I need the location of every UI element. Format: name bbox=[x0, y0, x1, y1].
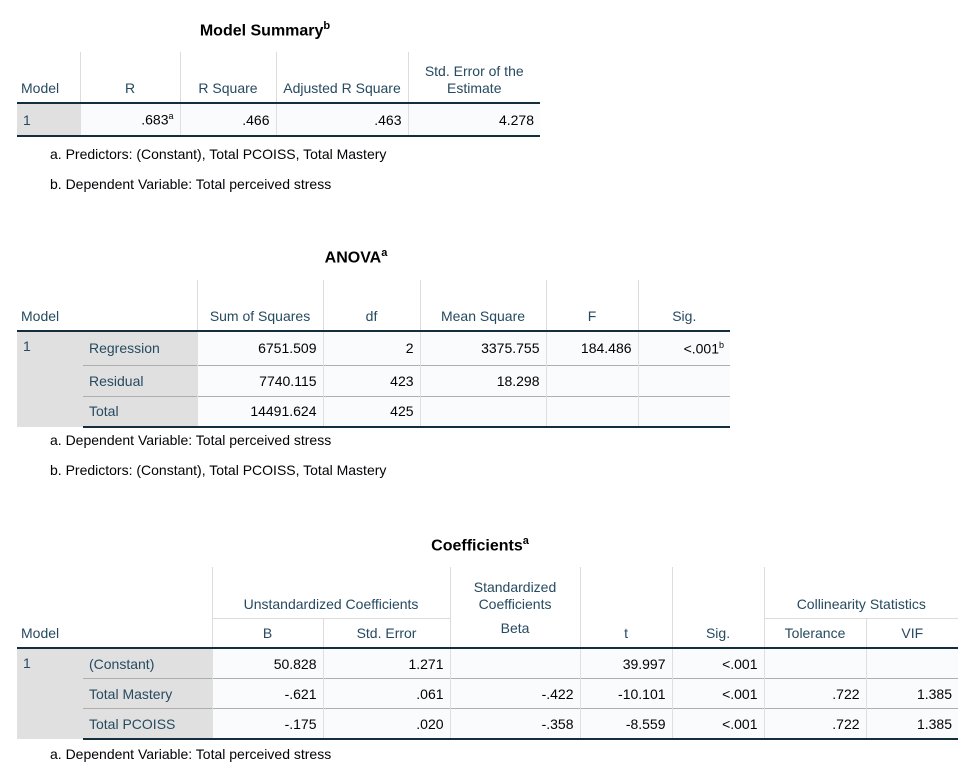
ms-cell: 3375.755 bbox=[419, 331, 547, 365]
sig-cell: <.001b bbox=[637, 331, 731, 365]
footnote: b. Predictors: (Constant), Total PCOISS,… bbox=[50, 462, 387, 478]
title-text: Coefficients bbox=[431, 537, 523, 555]
col-header: Adjusted R Square bbox=[275, 52, 408, 104]
b-cell: -.175 bbox=[211, 708, 324, 740]
ss-cell: 6751.509 bbox=[196, 331, 324, 365]
col-header: B bbox=[211, 617, 324, 649]
col-header: df bbox=[322, 280, 421, 332]
footnote-sup: a bbox=[168, 111, 174, 122]
model-cell: 1 bbox=[17, 648, 83, 739]
col-header: Sig. bbox=[671, 567, 765, 649]
row-label: Total PCOISS bbox=[83, 708, 213, 740]
se-cell: .061 bbox=[322, 678, 451, 709]
tolerance-cell: .722 bbox=[763, 678, 867, 709]
sig-cell bbox=[637, 364, 731, 396]
vif-cell: 1.385 bbox=[865, 678, 959, 709]
col-header: Sum of Squares bbox=[196, 280, 324, 332]
table-row: Residual 7740.115 423 18.298 bbox=[17, 364, 731, 396]
df-cell: 2 bbox=[322, 331, 421, 365]
col-header: R Square bbox=[179, 52, 276, 104]
beta-cell: -.358 bbox=[449, 708, 581, 740]
anova-table: Model Sum of Squares df Mean Square F Si… bbox=[17, 280, 731, 428]
value: <.001 bbox=[683, 340, 719, 357]
footnote: a. Dependent Variable: Total perceived s… bbox=[50, 432, 332, 448]
row-label: (Constant) bbox=[83, 648, 213, 679]
col-header: VIF bbox=[865, 617, 959, 649]
sig-cell bbox=[637, 395, 731, 428]
table-row: 1 (Constant) 50.828 1.271 39.997 <.001 bbox=[17, 648, 959, 739]
value: .683 bbox=[141, 111, 169, 128]
std-error-cell: 4.278 bbox=[407, 103, 540, 137]
footnote: a. Dependent Variable: Total perceived s… bbox=[50, 746, 332, 762]
b-cell: 50.828 bbox=[211, 648, 324, 679]
footnote: b. Dependent Variable: Total perceived s… bbox=[50, 176, 332, 192]
table-row: Total PCOISS -.175 .020 -.358 -8.559 <.0… bbox=[17, 708, 959, 740]
beta-cell: -.422 bbox=[449, 678, 581, 709]
model-summary-title: Model Summaryb bbox=[200, 20, 330, 40]
f-cell: 184.486 bbox=[545, 331, 639, 365]
coefficients-table: Model Unstandardized Coefficients Standa… bbox=[17, 567, 959, 740]
table-row: 1 .683a .466 .463 4.278 bbox=[17, 103, 540, 137]
ms-cell bbox=[419, 395, 547, 428]
sig-cell: <.001 bbox=[671, 708, 765, 740]
f-cell bbox=[545, 364, 639, 396]
group-header: Unstandardized Coefficients bbox=[211, 567, 451, 618]
table-row: Total Mastery -.621 .061 -.422 -10.101 <… bbox=[17, 678, 959, 709]
sig-cell: <.001 bbox=[671, 648, 765, 679]
col-header: Model bbox=[17, 280, 198, 332]
col-header: Model bbox=[17, 52, 80, 104]
title-sup: a bbox=[381, 247, 388, 259]
footnote: a. Predictors: (Constant), Total PCOISS,… bbox=[50, 146, 387, 162]
row-label: Regression bbox=[83, 331, 198, 365]
coefficients-title: Coefficientsa bbox=[431, 535, 529, 555]
vif-cell: 1.385 bbox=[865, 708, 959, 740]
model-summary-table: Model R R Square Adjusted R Square Std. … bbox=[17, 52, 540, 137]
se-cell: 1.271 bbox=[322, 648, 451, 679]
ss-cell: 14491.624 bbox=[196, 395, 324, 428]
col-header: Beta bbox=[449, 618, 581, 649]
title-text: ANOVA bbox=[324, 249, 382, 267]
col-header: Sig. bbox=[637, 280, 731, 332]
col-header: R bbox=[79, 52, 180, 104]
ss-cell: 7740.115 bbox=[196, 364, 324, 396]
se-cell: .020 bbox=[322, 708, 451, 740]
anova-title: ANOVAa bbox=[325, 247, 388, 267]
r-cell: .683a bbox=[79, 103, 180, 137]
col-header: Tolerance bbox=[763, 617, 867, 649]
df-cell: 423 bbox=[322, 364, 421, 396]
row-label: Total Mastery bbox=[83, 678, 213, 709]
model-cell: 1 bbox=[17, 331, 83, 427]
tolerance-cell bbox=[763, 648, 867, 679]
row-label: Residual bbox=[83, 364, 198, 396]
sig-cell: <.001 bbox=[671, 678, 765, 709]
table-row: Total 14491.624 425 bbox=[17, 395, 731, 428]
title-sup: a bbox=[522, 535, 529, 547]
title-text: Model Summary bbox=[199, 22, 324, 40]
row-label: Total bbox=[83, 395, 198, 428]
adj-r-square-cell: .463 bbox=[275, 103, 408, 137]
f-cell bbox=[545, 395, 639, 428]
ms-cell: 18.298 bbox=[419, 364, 547, 396]
col-header: Model bbox=[17, 567, 213, 649]
footnote-sup: b bbox=[719, 339, 725, 350]
b-cell: -.621 bbox=[211, 678, 324, 709]
title-sup: b bbox=[323, 20, 331, 32]
t-cell: -8.559 bbox=[579, 708, 673, 740]
group-header: Standardized Coefficients bbox=[449, 567, 581, 618]
group-header: Collinearity Statistics bbox=[763, 567, 959, 618]
col-header: F bbox=[545, 280, 639, 332]
col-header: t bbox=[579, 567, 673, 649]
vif-cell bbox=[865, 648, 959, 679]
df-cell: 425 bbox=[322, 395, 421, 428]
col-header: Std. Error bbox=[322, 617, 451, 649]
beta-cell bbox=[449, 648, 581, 679]
col-header: Std. Error of the Estimate bbox=[407, 52, 540, 104]
t-cell: -10.101 bbox=[579, 678, 673, 709]
col-header: Mean Square bbox=[419, 280, 547, 332]
t-cell: 39.997 bbox=[579, 648, 673, 679]
r-square-cell: .466 bbox=[179, 103, 276, 137]
table-row: 1 Regression 6751.509 2 3375.755 184.486… bbox=[17, 331, 731, 427]
tolerance-cell: .722 bbox=[763, 708, 867, 740]
model-cell: 1 bbox=[17, 103, 80, 137]
